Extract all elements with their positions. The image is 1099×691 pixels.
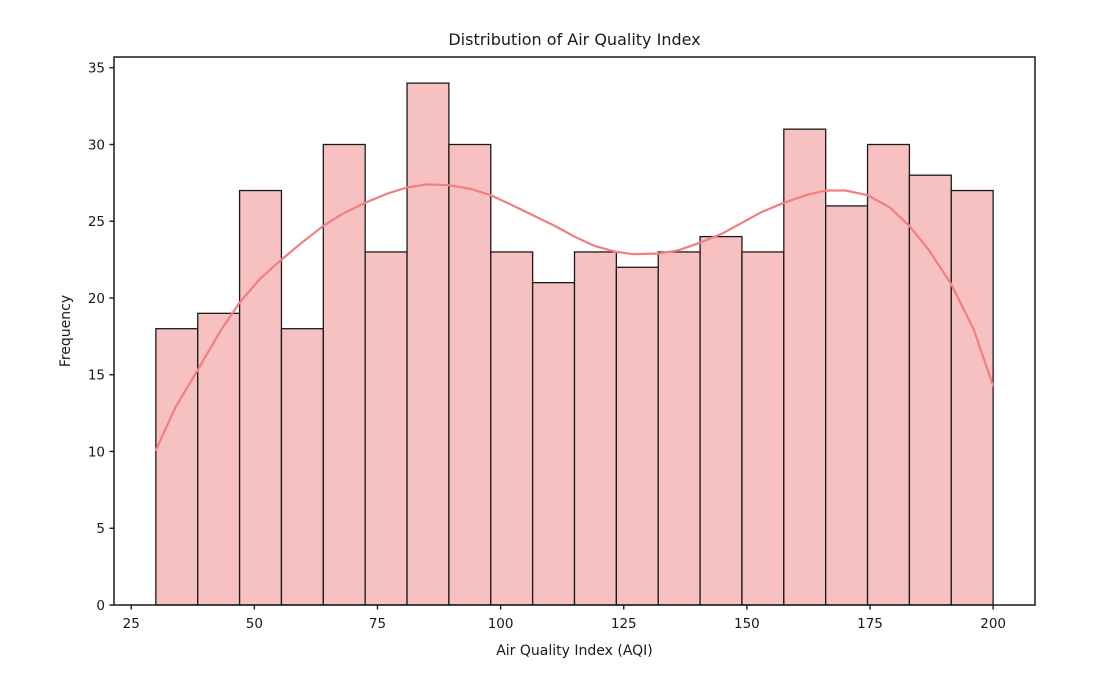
- x-tick-label: 100: [488, 616, 514, 632]
- histogram-bar: [490, 251, 534, 606]
- x-tick-label: 200: [980, 616, 1006, 632]
- axes-ticks-layer: 25 50 75 100 125 150 175 200 0 5 10 15 20 25 30 35: [88, 61, 1006, 632]
- x-tick-label: 50: [246, 616, 263, 632]
- x-tick-label: 150: [734, 616, 760, 632]
- histogram-bar: [699, 235, 743, 606]
- y-tick-label: 10: [88, 444, 105, 460]
- chart-title: Distribution of Air Quality Index: [448, 30, 700, 49]
- histogram-bar: [825, 205, 869, 606]
- x-tick-label: 25: [123, 616, 140, 632]
- bars-layer: [155, 82, 994, 606]
- x-tick-label: 75: [369, 616, 386, 632]
- histogram-bar: [573, 251, 618, 606]
- histogram-bar: [448, 143, 492, 606]
- histogram-bar: [197, 312, 241, 606]
- y-tick-label: 0: [96, 598, 105, 614]
- x-tick-label: 175: [857, 616, 883, 632]
- y-tick-label: 15: [88, 368, 105, 384]
- histogram-bar: [783, 128, 827, 606]
- x-axis-label: Air Quality Index (AQI): [496, 643, 653, 659]
- histogram-bar: [364, 251, 408, 606]
- y-axis-label: Frequency: [58, 295, 74, 367]
- histogram-bar: [155, 328, 199, 606]
- kde-curve: [154, 183, 995, 452]
- kde-line-layer: [154, 183, 995, 452]
- y-tick-label: 30: [88, 137, 105, 153]
- histogram-bar: [280, 328, 324, 606]
- histogram-bar: [741, 251, 785, 606]
- plot-border: [113, 56, 1036, 606]
- histogram-bar: [866, 143, 911, 606]
- y-tick-label: 25: [88, 214, 105, 230]
- histogram-bar: [908, 174, 952, 606]
- histogram-bar: [406, 82, 450, 606]
- y-tick-label: 35: [88, 61, 105, 77]
- histogram-bar: [615, 266, 659, 606]
- histogram-bar: [657, 251, 701, 606]
- x-tick-label: 125: [611, 616, 637, 632]
- histogram-bar: [950, 189, 994, 606]
- histogram-bar: [238, 189, 283, 606]
- histogram-bar: [531, 281, 576, 606]
- y-tick-label: 5: [96, 521, 105, 537]
- y-tick-label: 20: [88, 291, 105, 307]
